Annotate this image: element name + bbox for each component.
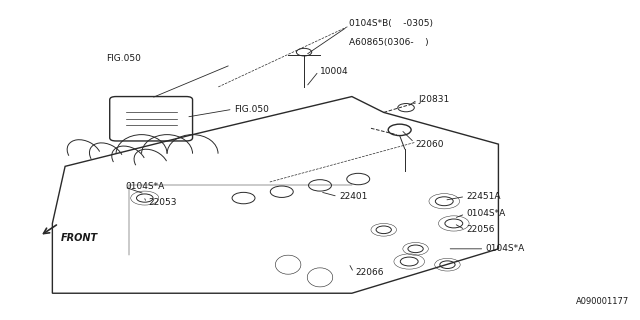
Text: A60865(0306-    ): A60865(0306- ) xyxy=(349,38,428,47)
Text: 0104S*B(    -0305): 0104S*B( -0305) xyxy=(349,19,433,28)
Text: 0104S*A: 0104S*A xyxy=(486,244,525,253)
Text: 22401: 22401 xyxy=(339,192,367,201)
Text: 22056: 22056 xyxy=(467,225,495,234)
Text: 22060: 22060 xyxy=(415,140,444,148)
Text: J20831: J20831 xyxy=(419,95,450,104)
Text: FIG.050: FIG.050 xyxy=(106,54,141,63)
Text: A090001177: A090001177 xyxy=(576,297,629,306)
Text: 22066: 22066 xyxy=(355,268,383,277)
Text: 22053: 22053 xyxy=(148,198,177,207)
Text: FRONT: FRONT xyxy=(61,233,98,243)
Text: FIG.050: FIG.050 xyxy=(234,105,269,114)
Text: 0104S*A: 0104S*A xyxy=(467,209,506,219)
Text: 10004: 10004 xyxy=(320,67,349,76)
Text: 22451A: 22451A xyxy=(467,192,501,201)
Text: 0104S*A: 0104S*A xyxy=(125,182,165,191)
